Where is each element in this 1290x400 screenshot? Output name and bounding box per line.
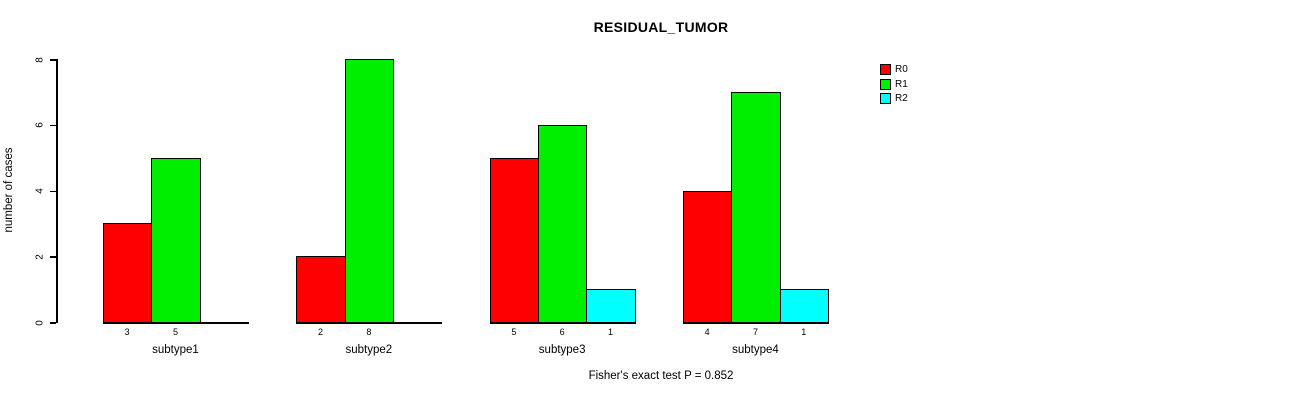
bar-r0-subtype2 <box>296 256 346 323</box>
bar-value-label: 3 <box>124 327 130 337</box>
legend-swatch-r0 <box>880 64 891 75</box>
bar-r1-subtype1 <box>151 157 201 323</box>
bar-r1-subtype4 <box>731 91 781 323</box>
y-tick-label: 2 <box>34 253 46 260</box>
caption: Fisher's exact test P = 0.852 <box>588 370 734 382</box>
legend-label: R0 <box>895 64 908 75</box>
bar-value-label: 7 <box>752 327 758 337</box>
bar-value-label: 5 <box>511 327 517 337</box>
bar-value-label: 4 <box>704 327 710 337</box>
y-tick <box>50 322 56 324</box>
legend: R0 R1 R2 <box>880 64 908 108</box>
bar-value-label: 8 <box>366 327 372 337</box>
bar-r1-subtype3 <box>537 124 588 323</box>
legend-label: R2 <box>895 93 908 105</box>
legend-item-r2: R2 <box>880 93 908 105</box>
y-tick <box>50 124 56 127</box>
bar-r0-subtype3 <box>489 157 539 323</box>
legend-label: R1 <box>895 78 908 90</box>
category-label-subtype1: subtype1 <box>152 344 199 356</box>
bar-value-label: 1 <box>607 327 613 337</box>
y-tick <box>50 190 56 192</box>
bar-r2-subtype4 <box>779 289 829 323</box>
y-tick-label: 4 <box>34 188 46 194</box>
chart-title: RESIDUAL_TUMOR <box>593 19 729 35</box>
y-tick-label: 6 <box>34 122 46 129</box>
bar-value-label: 5 <box>172 327 178 337</box>
bar-r1-subtype2 <box>344 59 394 323</box>
legend-swatch-r2 <box>880 93 891 105</box>
bar-value-label: 6 <box>559 327 565 337</box>
bar-r0-subtype1 <box>103 223 153 323</box>
y-tick <box>50 256 56 258</box>
y-tick-label: 0 <box>34 319 46 326</box>
y-tick-label: 8 <box>34 56 46 63</box>
category-label-subtype4: subtype4 <box>732 344 779 356</box>
category-label-subtype2: subtype2 <box>345 344 393 356</box>
y-axis-line <box>56 59 58 323</box>
legend-swatch-r1 <box>880 78 891 90</box>
bar-value-label: 2 <box>317 327 323 337</box>
bar-r2-subtype3 <box>586 289 636 323</box>
legend-item-r1: R1 <box>880 78 908 90</box>
bar-r0-subtype4 <box>682 190 733 323</box>
legend-item-r0: R0 <box>880 64 908 75</box>
category-label-subtype3: subtype3 <box>538 344 586 356</box>
y-axis-label: number of cases <box>3 147 15 233</box>
bar-value-label: 1 <box>801 327 807 337</box>
y-tick <box>50 59 56 61</box>
